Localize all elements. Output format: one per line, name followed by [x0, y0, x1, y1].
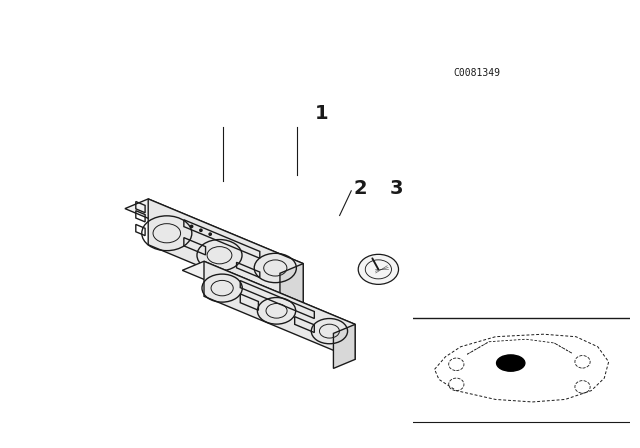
Circle shape — [209, 233, 211, 235]
Polygon shape — [148, 199, 303, 310]
Polygon shape — [204, 261, 355, 359]
Text: C0081349: C0081349 — [453, 68, 500, 78]
Circle shape — [497, 355, 525, 371]
Polygon shape — [182, 261, 355, 333]
Polygon shape — [333, 324, 355, 368]
Text: 3: 3 — [390, 179, 403, 198]
Polygon shape — [280, 263, 303, 319]
Text: 1: 1 — [315, 104, 328, 123]
Circle shape — [200, 229, 202, 232]
Circle shape — [191, 225, 193, 228]
Polygon shape — [125, 199, 303, 273]
Text: 2: 2 — [354, 179, 367, 198]
Ellipse shape — [358, 254, 399, 284]
